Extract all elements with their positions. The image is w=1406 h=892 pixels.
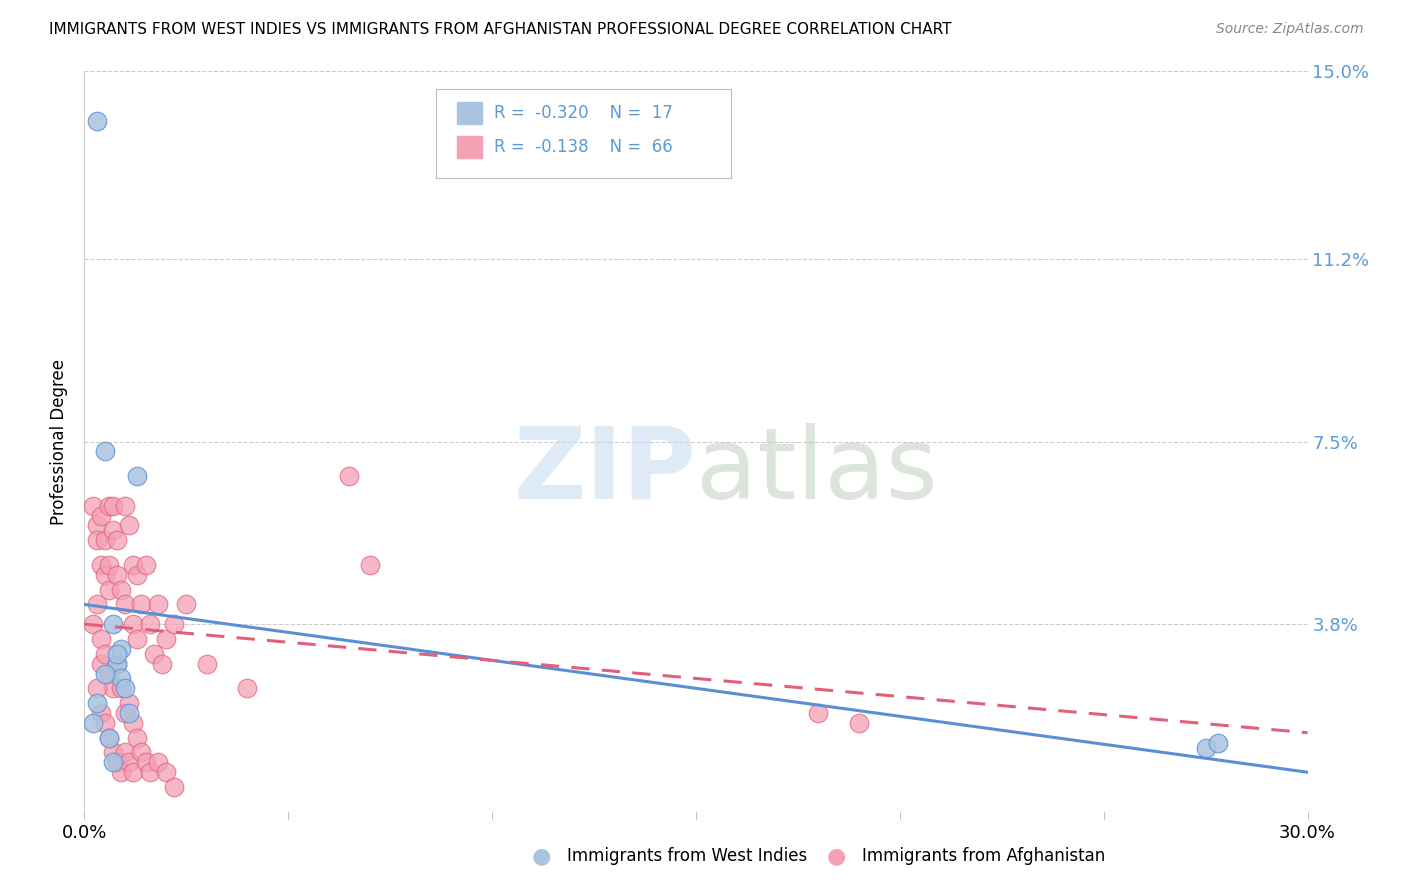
Point bbox=[90, 558, 112, 572]
Point bbox=[146, 598, 169, 612]
Point bbox=[110, 672, 132, 686]
Point bbox=[93, 444, 115, 458]
Text: R =  -0.320    N =  17: R = -0.320 N = 17 bbox=[494, 104, 672, 122]
Point bbox=[1206, 736, 1229, 750]
Point bbox=[82, 715, 104, 730]
Point bbox=[174, 598, 197, 612]
Point bbox=[339, 469, 361, 483]
Point bbox=[86, 696, 108, 710]
Point bbox=[105, 756, 128, 770]
Point bbox=[127, 567, 149, 582]
Point bbox=[127, 731, 149, 745]
Point bbox=[122, 617, 145, 632]
Point bbox=[93, 533, 115, 548]
Point bbox=[105, 657, 128, 671]
Point bbox=[101, 524, 124, 538]
Point bbox=[110, 681, 132, 696]
Point bbox=[110, 765, 132, 780]
Point bbox=[114, 598, 136, 612]
Point bbox=[127, 469, 149, 483]
Text: R =  -0.138    N =  66: R = -0.138 N = 66 bbox=[494, 138, 672, 156]
Y-axis label: Professional Degree: Professional Degree bbox=[51, 359, 69, 524]
Point bbox=[101, 681, 124, 696]
Point bbox=[163, 617, 186, 632]
Point bbox=[97, 558, 120, 572]
Point bbox=[122, 715, 145, 730]
Text: Immigrants from Afghanistan: Immigrants from Afghanistan bbox=[862, 847, 1105, 865]
Point bbox=[86, 518, 108, 533]
Point bbox=[86, 113, 108, 128]
Point bbox=[97, 731, 120, 745]
Point bbox=[142, 647, 165, 661]
Point bbox=[127, 632, 149, 646]
Point bbox=[118, 518, 141, 533]
Point bbox=[105, 567, 128, 582]
Text: ●: ● bbox=[531, 847, 551, 866]
Text: ●: ● bbox=[827, 847, 846, 866]
Text: Source: ZipAtlas.com: Source: ZipAtlas.com bbox=[1216, 22, 1364, 37]
Point bbox=[93, 567, 115, 582]
Point bbox=[93, 715, 115, 730]
Point bbox=[146, 756, 169, 770]
Point bbox=[122, 765, 145, 780]
Point bbox=[86, 598, 108, 612]
Point bbox=[114, 499, 136, 513]
Point bbox=[138, 765, 160, 780]
Point bbox=[93, 666, 115, 681]
Point bbox=[105, 533, 128, 548]
Text: Immigrants from West Indies: Immigrants from West Indies bbox=[567, 847, 807, 865]
Point bbox=[90, 706, 112, 720]
Point bbox=[82, 617, 104, 632]
Text: IMMIGRANTS FROM WEST INDIES VS IMMIGRANTS FROM AFGHANISTAN PROFESSIONAL DEGREE C: IMMIGRANTS FROM WEST INDIES VS IMMIGRANT… bbox=[49, 22, 952, 37]
Point bbox=[114, 706, 136, 720]
Point bbox=[118, 756, 141, 770]
Point bbox=[101, 617, 124, 632]
Point bbox=[807, 706, 830, 720]
Text: ZIP: ZIP bbox=[513, 423, 696, 520]
Point bbox=[195, 657, 218, 671]
Point bbox=[236, 681, 259, 696]
Point bbox=[97, 582, 120, 597]
Point bbox=[97, 666, 120, 681]
Point bbox=[97, 499, 120, 513]
Point bbox=[86, 533, 108, 548]
Point bbox=[122, 558, 145, 572]
Point bbox=[135, 756, 157, 770]
Point bbox=[131, 598, 153, 612]
Point bbox=[90, 632, 112, 646]
Point bbox=[155, 632, 177, 646]
Point bbox=[101, 746, 124, 760]
Point bbox=[90, 508, 112, 523]
Point bbox=[135, 558, 157, 572]
Point bbox=[1195, 740, 1218, 755]
Point bbox=[114, 681, 136, 696]
Point bbox=[110, 641, 132, 656]
Point bbox=[359, 558, 381, 572]
Point bbox=[97, 731, 120, 745]
Point bbox=[90, 657, 112, 671]
Point bbox=[101, 499, 124, 513]
Point bbox=[93, 647, 115, 661]
Point bbox=[848, 715, 870, 730]
Point bbox=[110, 582, 132, 597]
Point bbox=[105, 647, 128, 661]
Point bbox=[105, 657, 128, 671]
Point bbox=[118, 696, 141, 710]
Point bbox=[118, 706, 141, 720]
Point bbox=[138, 617, 160, 632]
Point bbox=[150, 657, 173, 671]
Point bbox=[86, 681, 108, 696]
Point bbox=[163, 780, 186, 794]
Text: atlas: atlas bbox=[696, 423, 938, 520]
Point bbox=[114, 746, 136, 760]
Point bbox=[82, 499, 104, 513]
Point bbox=[131, 746, 153, 760]
Point bbox=[155, 765, 177, 780]
Point bbox=[101, 756, 124, 770]
